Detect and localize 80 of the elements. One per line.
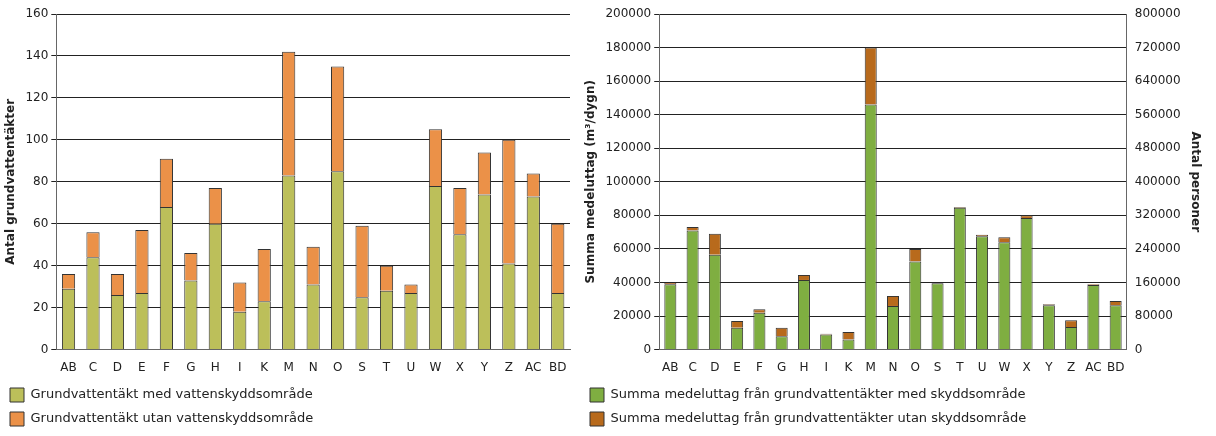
y2-tick-label: 560000 [1134,106,1181,121]
x-tick-label: S [358,359,366,374]
y-tick-label: 100000 [605,173,652,188]
y-axis-title: Summa medeluttag (m³/dygn) [583,80,598,284]
x-tick-label: G [777,359,787,374]
y2-tick-label: 400000 [1134,173,1181,188]
x-tick-label: U [406,359,416,374]
x-tick-label: AB [662,359,679,374]
x-tick-label: Y [1044,359,1054,374]
y-tick-label: 40 [33,257,49,272]
x-tick-label: W [429,359,442,374]
legend-label: Summa medeluttag från grundvattentäkter med skyddsområde [610,386,1026,402]
x-tick-label: C [88,359,98,374]
y-tick-label: 40000 [613,274,652,289]
x-tick-label: K [844,359,854,374]
x-tick-label: AB [60,359,77,374]
x-tick-label: C [688,359,697,374]
x-tick-label: BD [549,359,567,374]
legend-label: Summa medeluttag från grundvattentäkter utan skyddsområde [610,410,1027,426]
x-tick-label: I [824,359,828,374]
y-tick-label: 160000 [605,73,652,88]
y-tick-label: 0 [643,341,652,356]
x-tick-label: H [799,359,809,374]
x-tick-label: M [283,359,294,374]
y2-tick-label: 800000 [1134,6,1181,21]
x-tick-label: W [998,359,1011,374]
legend-label: Grundvattentäkt med vattenskyddsområde [30,386,313,402]
y-tick-label: 80 [33,173,49,188]
y2-tick-label: 720000 [1134,39,1181,54]
x-tick-label: X [1022,359,1031,374]
x-tick-label: AC [1085,359,1102,374]
x-tick-label: E [138,359,146,374]
y2-axis-title: Antal personer [1188,131,1203,233]
x-tick-label: Y [479,359,489,374]
y2-tick-label: 160000 [1134,274,1181,289]
legend-label: Grundvattentäkt utan vattenskyddsområde [30,410,314,426]
y-tick-label: 120000 [605,140,652,155]
x-tick-label: F [755,359,763,374]
y-tick-label: 200000 [605,6,652,21]
y-tick-label: 120 [25,90,49,105]
y2-tick-label: 640000 [1134,73,1181,88]
y-tick-label: 180000 [605,39,652,54]
y-tick-label: 20 [33,299,49,314]
x-tick-label: S [933,359,942,374]
y-tick-label: 0 [40,341,49,356]
x-tick-label: E [733,359,741,374]
y2-tick-label: 0 [1134,341,1143,356]
x-tick-label: O [332,359,343,374]
x-tick-label: N [308,359,318,374]
x-tick-label: F [162,359,170,374]
x-tick-label: BD [1106,359,1125,374]
y2-tick-label: 240000 [1134,241,1181,256]
y-tick-label: 20000 [613,308,652,323]
y-axis-title: Antal grundvattentäkter [3,98,18,265]
y-tick-label: 80000 [613,207,652,222]
x-tick-label: I [237,359,242,374]
y-tick-label: 60000 [613,241,652,256]
x-tick-label: T [381,359,391,374]
x-tick-label: AC [525,359,542,374]
y-tick-label: 160 [25,6,49,21]
x-tick-label: X [455,359,465,374]
x-tick-label: G [186,359,196,374]
x-tick-label: U [977,359,987,374]
x-tick-label: N [888,359,898,374]
x-tick-label: D [112,359,123,374]
x-tick-label: T [955,359,965,374]
x-tick-label: O [910,359,920,374]
x-tick-label: H [210,359,220,374]
y-tick-label: 60 [33,215,49,230]
x-tick-label: D [710,359,720,374]
x-tick-label: Z [504,359,513,374]
y-tick-label: 140000 [605,106,652,121]
y-tick-label: 140 [25,48,49,63]
x-tick-label: K [260,359,270,374]
x-tick-label: M [865,359,876,374]
y2-tick-label: 480000 [1134,140,1181,155]
x-tick-label: Z [1067,359,1076,374]
y2-tick-label: 320000 [1134,207,1181,222]
y2-tick-label: 80000 [1134,308,1173,323]
y-tick-label: 100 [25,131,49,146]
